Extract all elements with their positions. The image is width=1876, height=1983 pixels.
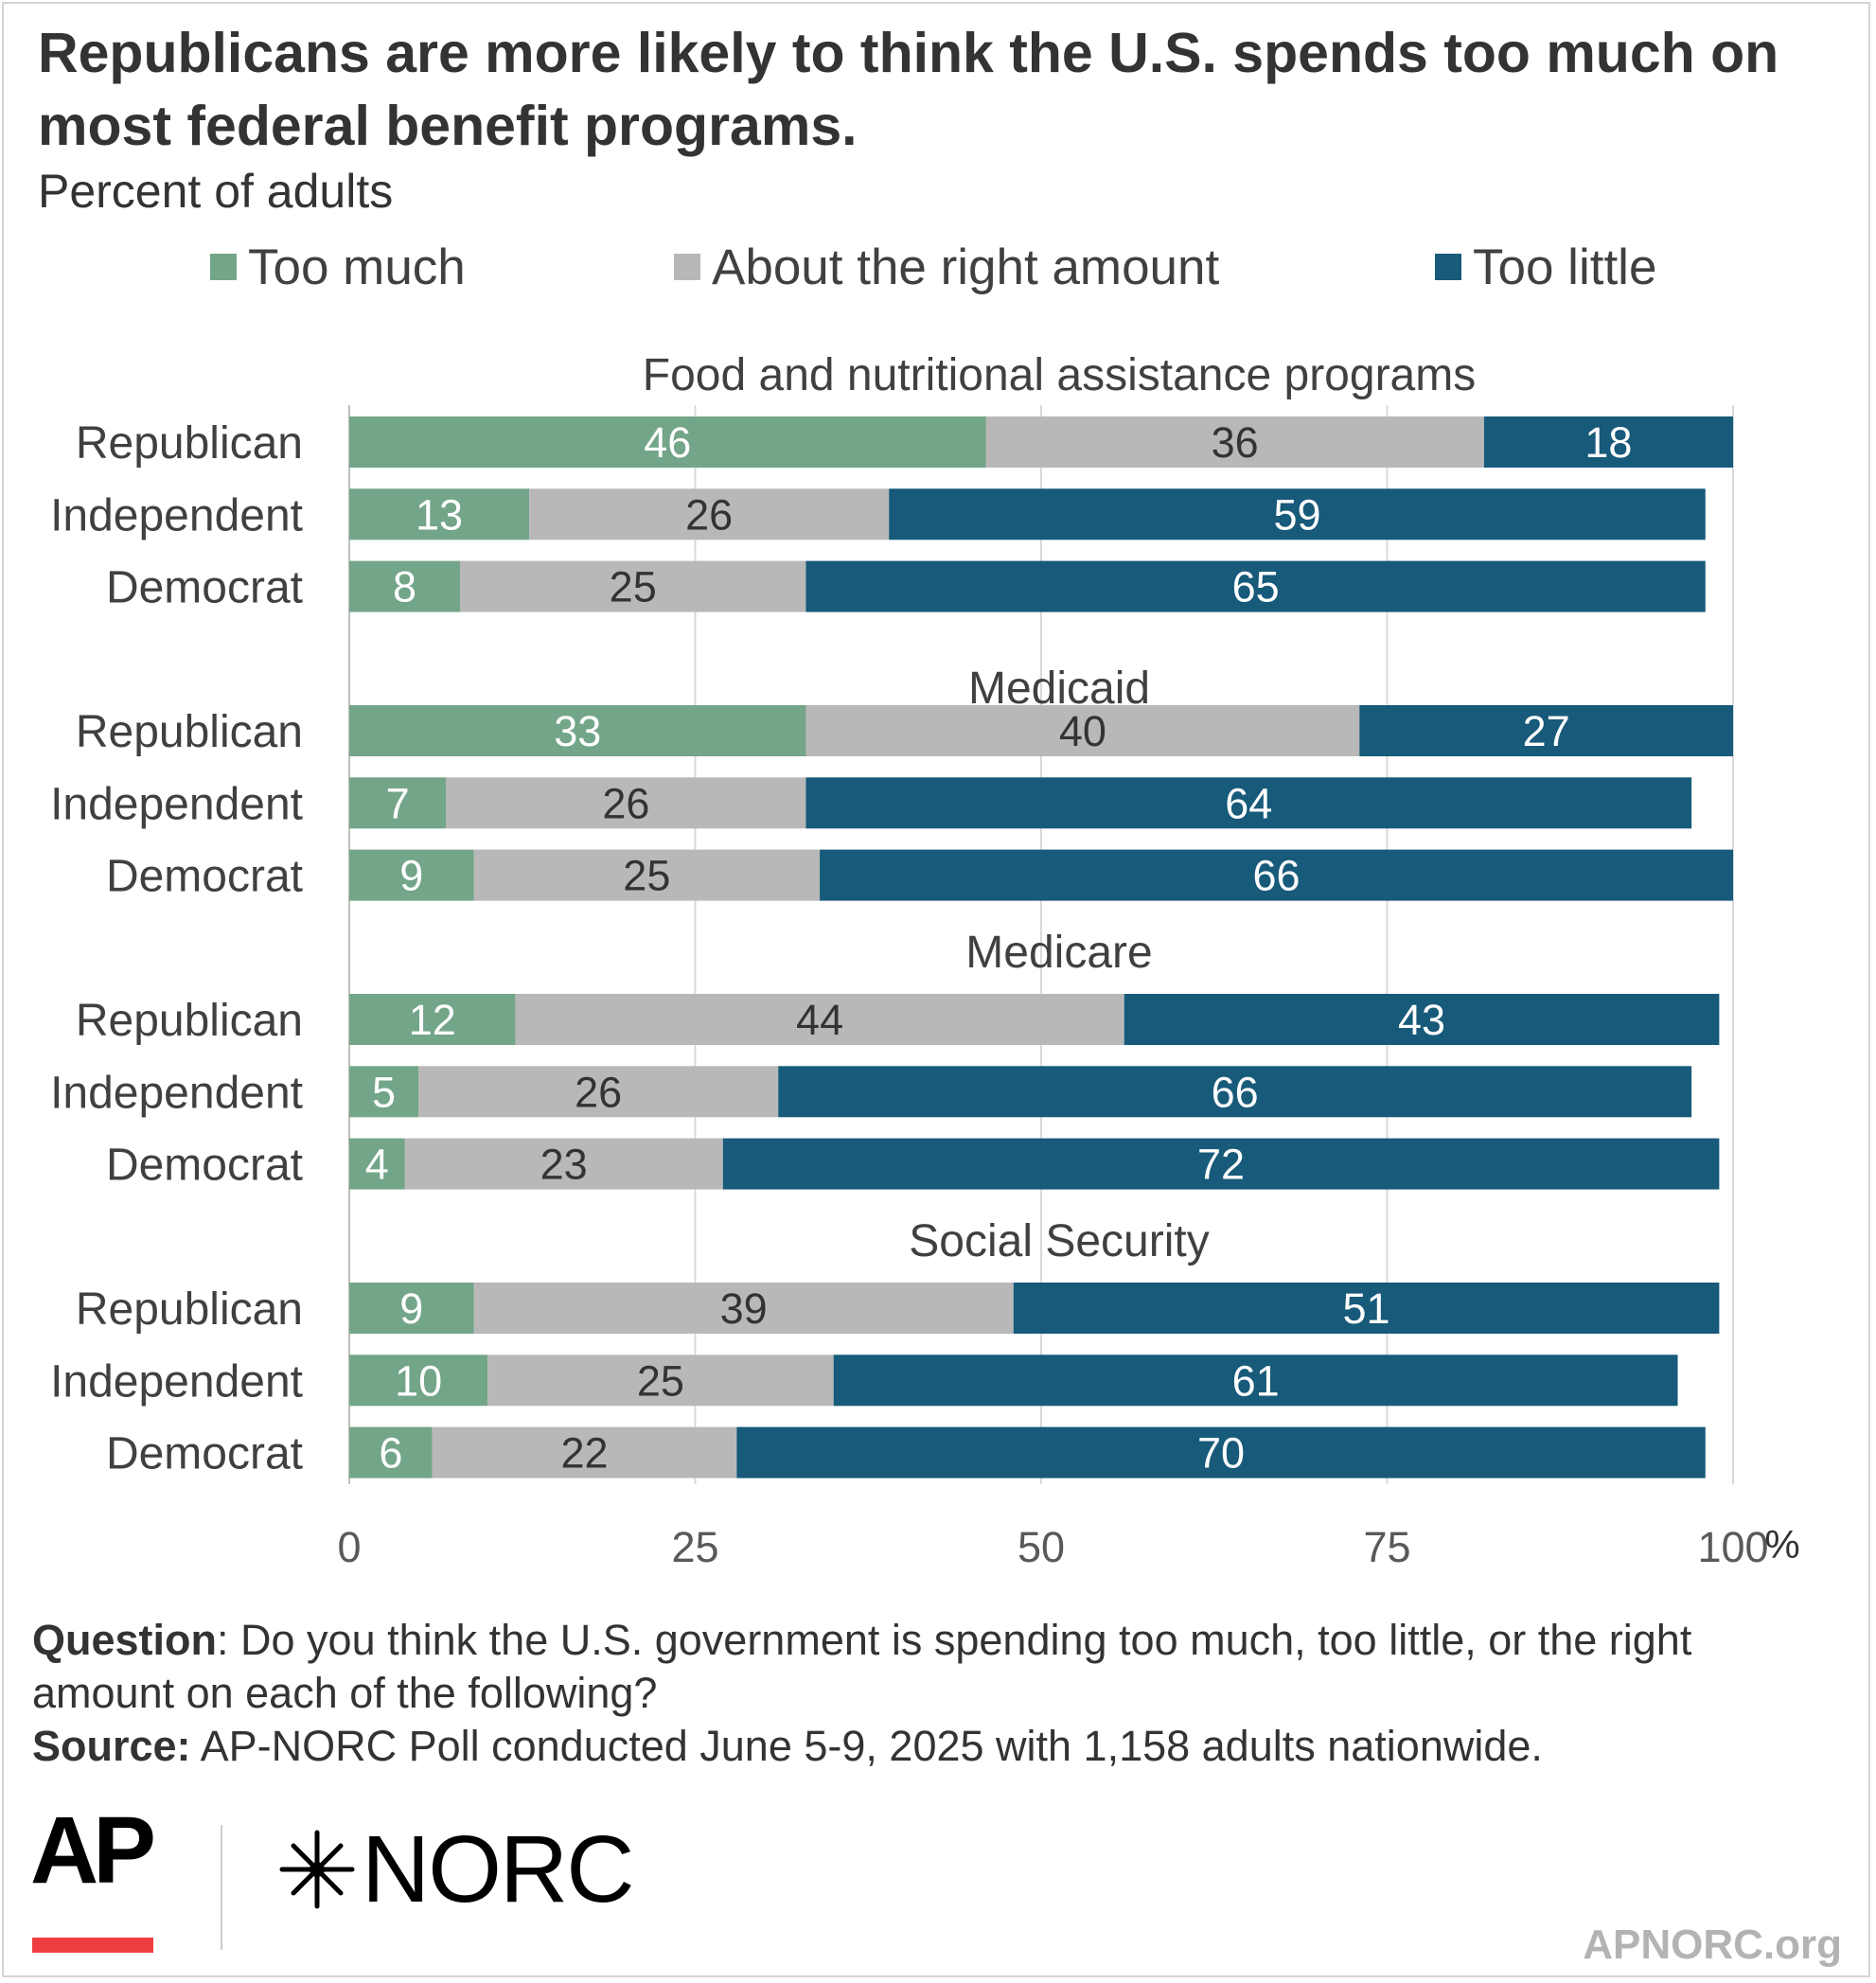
question-label: Question	[32, 1616, 218, 1664]
norc-logo: NORC	[276, 1816, 634, 1922]
question-text: : Do you think the U.S. government is sp…	[32, 1616, 1692, 1717]
source-note: Source: AP-NORC Poll conducted June 5-9,…	[32, 1720, 1831, 1773]
legend-swatch-too-little	[1435, 254, 1461, 280]
chart-footer: Question: Do you think the U.S. governme…	[32, 1614, 1831, 1773]
ap-logo-underline	[32, 1938, 153, 1953]
legend-swatch-about-right	[674, 254, 700, 280]
legend-swatch-too-much	[210, 254, 237, 280]
source-label: Source:	[32, 1722, 191, 1770]
site-url: APNORC.org	[1583, 1921, 1842, 1968]
legend-label-too-little: Too little	[1473, 239, 1657, 295]
legend-item-about-right: About the right amount	[674, 237, 1219, 297]
norc-star-icon	[279, 1830, 355, 1909]
chart-subtitle: Percent of adults	[38, 165, 394, 218]
logo-divider	[221, 1825, 222, 1950]
legend-label-too-much: Too much	[248, 239, 466, 295]
source-text: AP-NORC Poll conducted June 5-9, 2025 wi…	[190, 1722, 1543, 1770]
legend-label-about-right: About the right amount	[712, 239, 1220, 295]
ap-logo-text: AP	[30, 1797, 156, 1903]
legend-item-too-little: Too little	[1435, 237, 1656, 297]
legend-item-too-much: Too much	[210, 237, 466, 297]
ap-logo: AP	[30, 1797, 163, 1953]
chart-title: Republicans are more likely to think the…	[38, 22, 1779, 157]
norc-logo-text: NORC	[362, 1816, 634, 1922]
question-note: Question: Do you think the U.S. governme…	[32, 1614, 1831, 1720]
